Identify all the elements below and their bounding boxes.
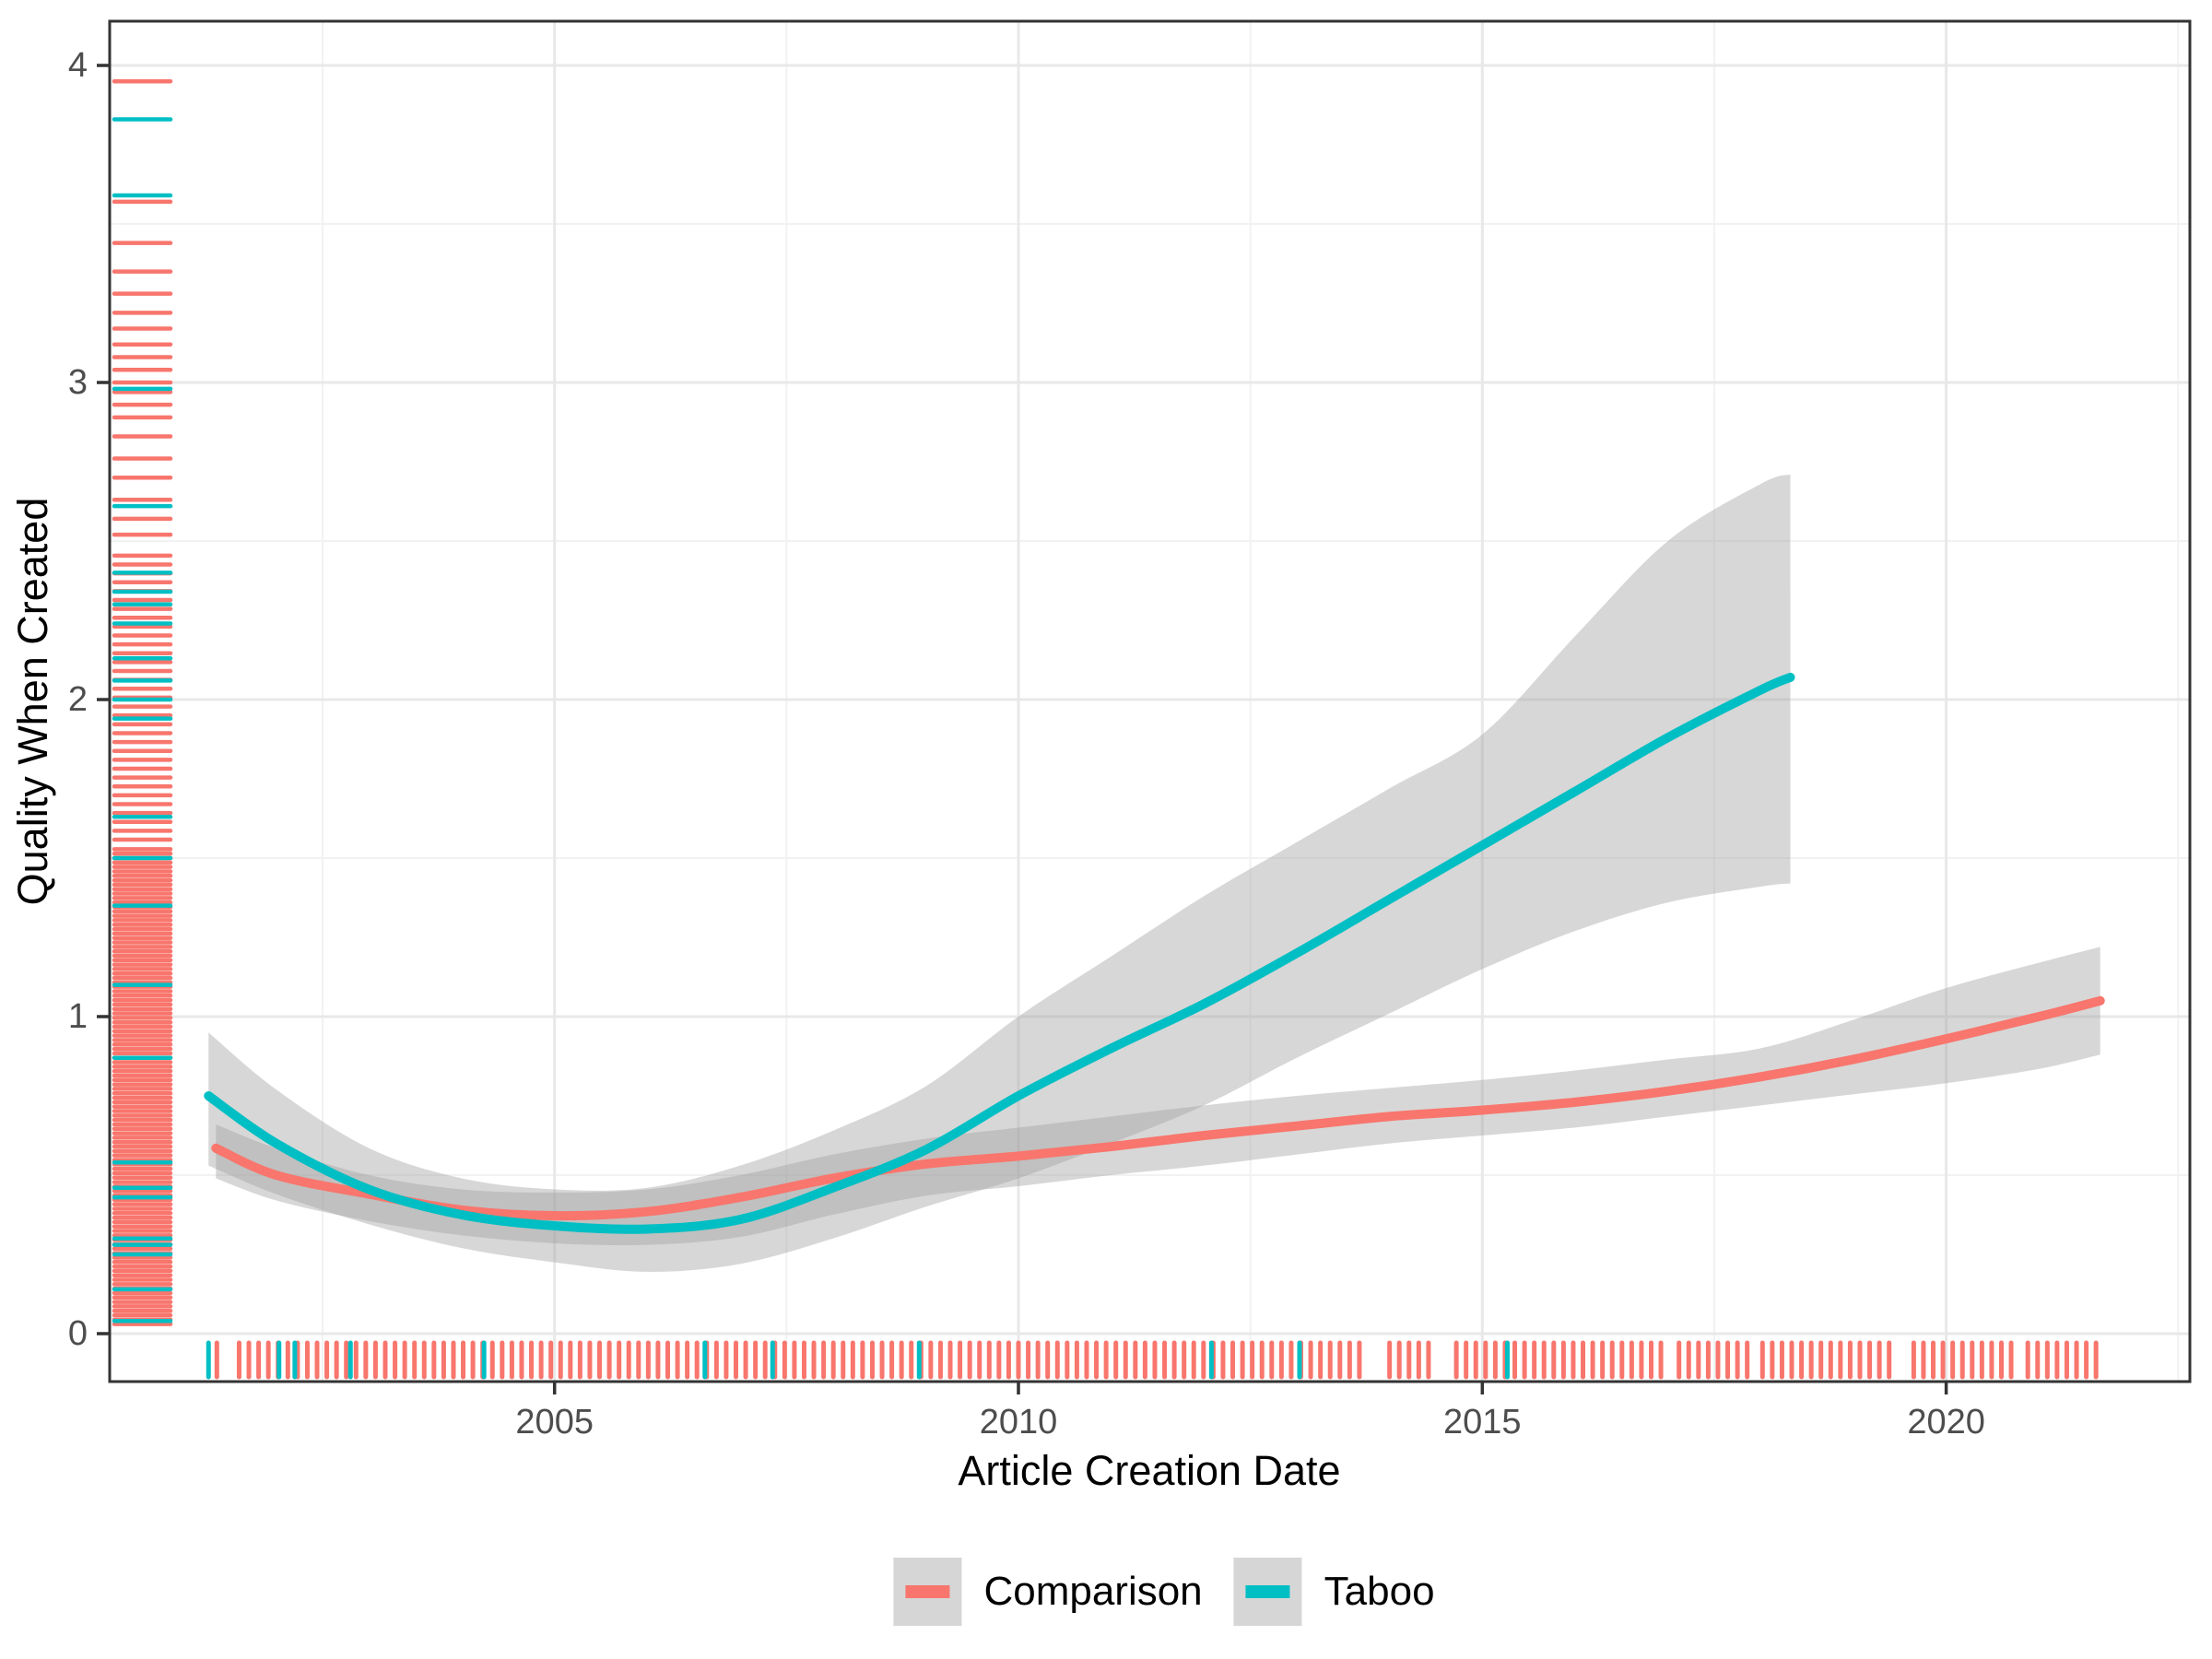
y-tick-label: 0 [68,1314,88,1353]
bottom-rug [206,1340,2099,1380]
x-tick-label: 2010 [980,1403,1058,1441]
legend: Comparison Taboo [893,1558,1435,1626]
comparison-confidence-ribbon [216,947,2100,1246]
legend-key-comparison [893,1558,962,1626]
confidence-ribbons [208,474,2100,1272]
x-tick-label: 2020 [1907,1403,1985,1441]
left-rug [112,78,173,1326]
y-tick-label: 4 [68,46,88,85]
axis-tick-marks [97,64,1948,1394]
minor-gridlines [110,21,2190,1382]
x-tick-label: 2005 [515,1403,594,1441]
taboo-confidence-ribbon [208,474,1791,1272]
y-tick-label: 1 [68,997,88,1036]
legend-item-comparison: Comparison [893,1558,1203,1626]
panel-border-rect [108,19,2192,1383]
legend-item-taboo: Taboo [1233,1558,1435,1626]
comparison-line-swatch [905,1585,950,1598]
y-tick-label: 2 [68,680,88,719]
axis-tick-labels: 2005 2010 2015 2020 0 1 2 3 4 [68,46,1985,1441]
x-tick-label: 2015 [1443,1403,1522,1441]
y-axis-title: Quality When Created [9,497,56,906]
taboo-line-swatch [1245,1585,1290,1598]
legend-label-taboo: Taboo [1324,1569,1435,1614]
legend-label-comparison: Comparison [983,1569,1203,1614]
panel-border [108,19,2192,1383]
legend-key-taboo [1233,1558,1302,1626]
smoothed-lines [204,672,2105,1234]
y-tick-label: 3 [68,363,88,402]
comparison-line [211,995,2105,1221]
x-axis-title: Article Creation Date [958,1447,1341,1494]
major-gridlines [110,21,2190,1382]
taboo-line [204,672,1795,1234]
